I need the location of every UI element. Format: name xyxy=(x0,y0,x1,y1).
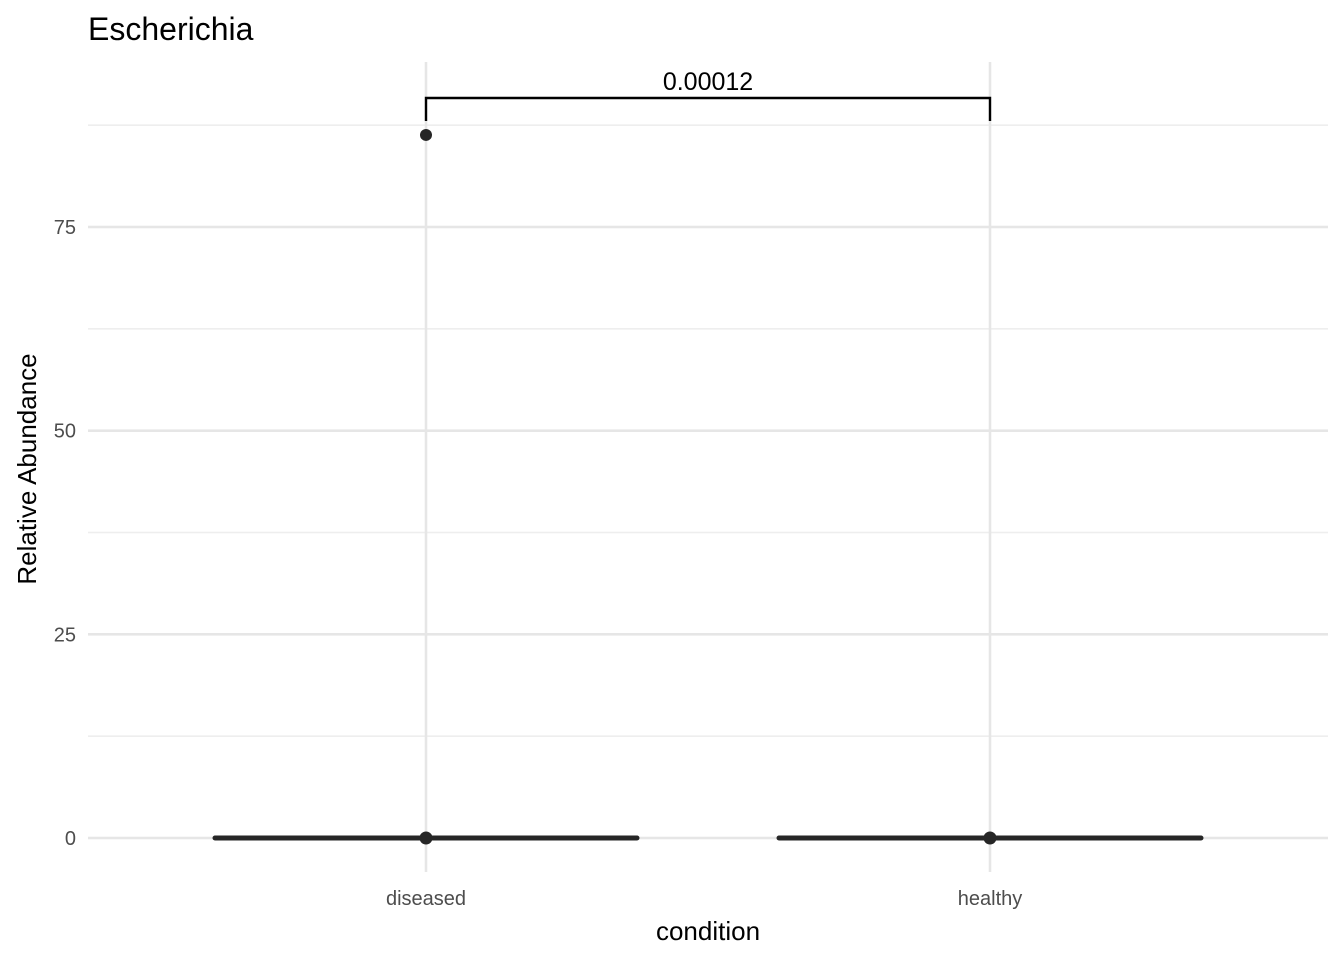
p-value-label: 0.00012 xyxy=(663,68,753,96)
x-axis-title: condition xyxy=(656,916,760,946)
outlier-point-diseased xyxy=(420,128,432,141)
y-tick-label: 0 xyxy=(65,828,76,850)
chart-title: Escherichia xyxy=(88,11,254,47)
x-tick-label: diseased xyxy=(386,888,466,910)
median-point-diseased xyxy=(419,831,433,845)
y-tick-label: 50 xyxy=(54,421,76,443)
x-tick-label: healthy xyxy=(958,888,1023,910)
data-marks xyxy=(212,128,1204,845)
tick-labels: 0 25 50 75 diseased healthy xyxy=(54,217,1023,910)
significance-annotations: 0.00012 xyxy=(424,68,992,121)
median-point-healthy xyxy=(983,831,997,845)
y-tick-label: 25 xyxy=(54,624,76,646)
significance-bracket xyxy=(424,96,992,121)
grid-lines xyxy=(88,62,1328,872)
y-axis-title: Relative Abundance xyxy=(12,353,42,584)
y-tick-label: 75 xyxy=(54,217,76,239)
